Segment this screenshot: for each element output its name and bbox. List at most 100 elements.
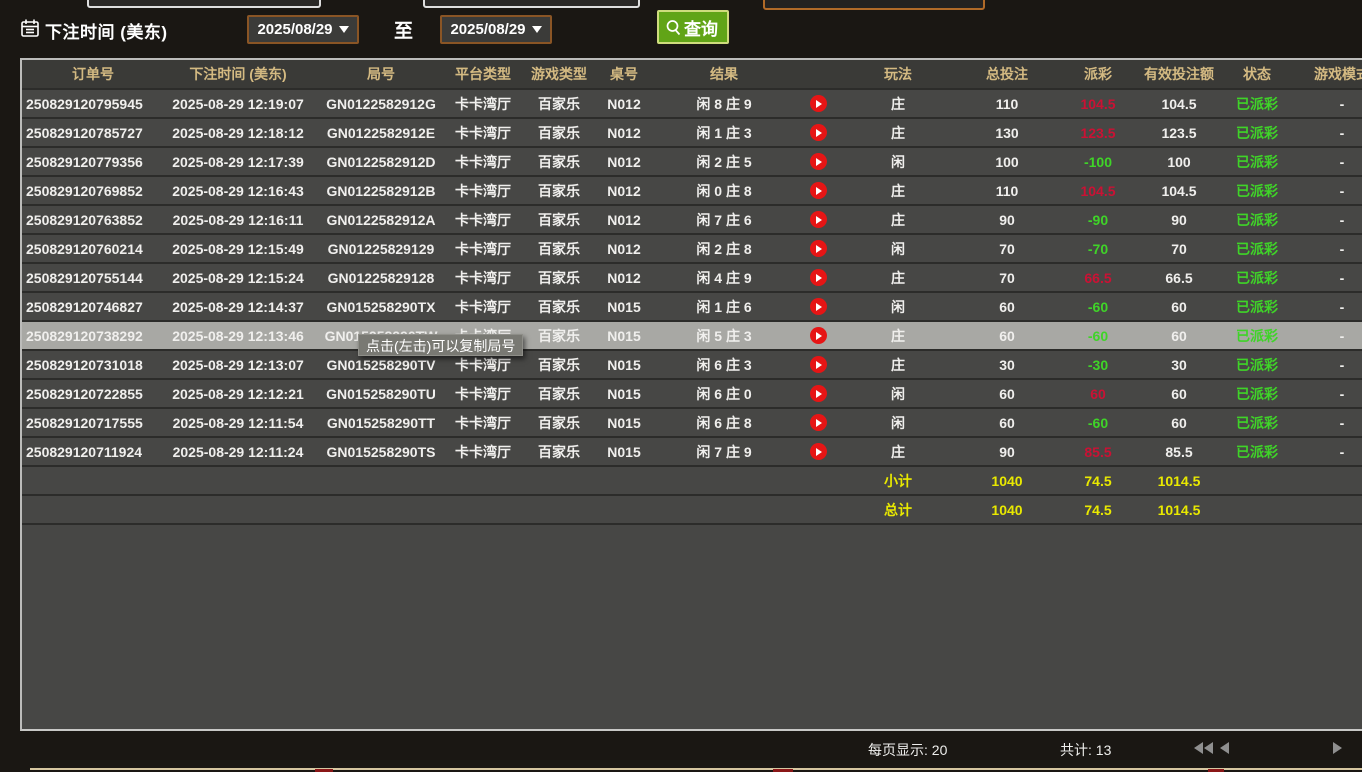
date-from-picker[interactable]: 2025/08/29 — [247, 15, 359, 44]
game-type-cell: 百家乐 — [538, 182, 580, 199]
replay-cell — [802, 206, 834, 233]
payout-cell: 104.5 — [1080, 182, 1116, 199]
cutoff-input-3[interactable] — [763, 0, 985, 10]
bet-time-cell: 2025-08-29 12:15:49 — [172, 240, 304, 257]
game-type-cell: 百家乐 — [538, 298, 580, 315]
date-to-picker[interactable]: 2025/08/29 — [440, 15, 552, 44]
table-row[interactable]: 250829120785727 2025-08-29 12:18:12 GN0122… — [22, 119, 1362, 148]
cutoff-input-1[interactable] — [87, 0, 321, 8]
table-row[interactable]: 250829120755144 2025-08-29 12:15:24 GN0122… — [22, 264, 1362, 293]
valid-bet-cell: 60 — [1171, 385, 1187, 402]
round-number-cell[interactable]: GN01225829129 — [327, 240, 435, 257]
table-row[interactable]: 250829120711924 2025-08-29 12:11:24 GN0152… — [22, 438, 1362, 467]
table-number-cell: N015 — [607, 356, 641, 373]
replay-cell — [802, 438, 834, 465]
replay-cell — [802, 90, 834, 117]
round-number-cell[interactable]: GN0122582912E — [326, 124, 436, 141]
bet-time-cell: 2025-08-29 12:13:46 — [172, 327, 304, 344]
chevron-down-icon — [531, 26, 542, 33]
search-button[interactable]: 查询 — [657, 10, 729, 44]
round-number-cell[interactable]: GN015258290TX — [326, 298, 436, 315]
table-row[interactable]: 250829120795945 2025-08-29 12:19:07 GN0122… — [22, 90, 1362, 119]
table-header-row: 订单号 下注时间 (美东) 局号 平台类型 游戏类型 桌号 结果 玩法 总投注 … — [22, 60, 1362, 90]
play-icon[interactable] — [809, 95, 827, 112]
result-cell: 闲 7 庄 6 — [696, 211, 752, 228]
valid-bet-cell: 60 — [1171, 298, 1187, 315]
game-type-cell: 百家乐 — [538, 356, 580, 373]
status-cell: 已派彩 — [1236, 124, 1278, 141]
play-icon[interactable] — [809, 153, 827, 170]
total-bet-cell: 30 — [999, 356, 1015, 373]
payout-cell: 104.5 — [1080, 95, 1116, 112]
round-number-cell[interactable]: GN0122582912B — [326, 182, 436, 199]
play-icon[interactable] — [809, 385, 827, 402]
table-number-cell: N012 — [607, 124, 641, 141]
round-number-cell[interactable]: GN0122582912G — [326, 95, 436, 112]
table-row[interactable]: 250829120769852 2025-08-29 12:16:43 GN0122… — [22, 177, 1362, 206]
play-icon[interactable] — [809, 240, 827, 257]
round-number-cell[interactable]: GN01225829128 — [327, 269, 435, 286]
orders-table: 订单号 下注时间 (美东) 局号 平台类型 游戏类型 桌号 结果 玩法 总投注 … — [20, 58, 1362, 731]
prev-page-icon[interactable] — [1220, 742, 1229, 754]
play-icon[interactable] — [809, 269, 827, 286]
result-cell: 闲 6 庄 0 — [696, 385, 752, 402]
bet-time-cell: 2025-08-29 12:15:24 — [172, 269, 304, 286]
play-icon[interactable] — [809, 327, 827, 344]
play-method-cell: 庄 — [891, 269, 905, 286]
payout-cell: 85.5 — [1084, 443, 1112, 460]
status-cell: 已派彩 — [1236, 327, 1278, 344]
table-number-cell: N012 — [607, 153, 641, 170]
round-number-cell[interactable]: GN015258290TS — [326, 443, 436, 460]
table-row[interactable]: 250829120779356 2025-08-29 12:17:39 GN0122… — [22, 148, 1362, 177]
header-payout: 派彩 — [1084, 66, 1112, 82]
game-mode-cell: - — [1339, 269, 1345, 286]
search-button-label: 查询 — [684, 19, 718, 39]
round-number-cell[interactable]: GN015258290TT — [326, 414, 436, 431]
table-number-cell: N015 — [607, 443, 641, 460]
header-total-bet: 总投注 — [986, 66, 1028, 82]
table-row[interactable]: 250829120763852 2025-08-29 12:16:11 GN0122… — [22, 206, 1362, 235]
table-row[interactable]: 250829120717555 2025-08-29 12:11:54 GN0152… — [22, 409, 1362, 438]
order-number-cell: 250829120763852 — [26, 211, 143, 228]
bet-time-cell: 2025-08-29 12:13:07 — [172, 356, 304, 373]
table-row[interactable]: 250829120731018 2025-08-29 12:13:07 GN0152… — [22, 351, 1362, 380]
table-empty-area — [22, 525, 1362, 729]
order-number-cell: 250829120779356 — [26, 153, 143, 170]
game-type-cell: 百家乐 — [538, 327, 580, 344]
round-number-cell[interactable]: GN015258290TV — [326, 356, 436, 373]
status-cell: 已派彩 — [1236, 269, 1278, 286]
grand-total-payout: 74.5 — [1084, 501, 1112, 518]
bet-time-cell: 2025-08-29 12:11:54 — [172, 414, 304, 431]
cutoff-input-2[interactable] — [423, 0, 640, 8]
round-number-cell[interactable]: GN015258290TU — [326, 385, 436, 402]
result-cell: 闲 6 庄 3 — [696, 356, 752, 373]
payout-cell: 60 — [1090, 385, 1106, 402]
grand-total-row: 总计 1040 74.5 1014.5 — [22, 496, 1362, 525]
play-icon[interactable] — [809, 298, 827, 315]
table-row[interactable]: 250829120746827 2025-08-29 12:14:37 GN0152… — [22, 293, 1362, 322]
next-page-icon[interactable] — [1333, 742, 1342, 754]
game-mode-cell: - — [1339, 182, 1345, 199]
round-number-cell[interactable]: GN0122582912D — [326, 153, 436, 170]
table-row[interactable]: 250829120760214 2025-08-29 12:15:49 GN0122… — [22, 235, 1362, 264]
play-icon[interactable] — [809, 211, 827, 228]
status-cell: 已派彩 — [1236, 95, 1278, 112]
result-cell: 闲 0 庄 8 — [696, 182, 752, 199]
first-page-icon[interactable] — [1194, 742, 1213, 754]
table-row[interactable]: 250829120722855 2025-08-29 12:12:21 GN0152… — [22, 380, 1362, 409]
bottom-cutoff-fragment — [315, 769, 333, 772]
grand-total-total-bet: 1040 — [991, 501, 1023, 518]
play-icon[interactable] — [809, 443, 827, 460]
play-icon[interactable] — [809, 414, 827, 431]
play-icon[interactable] — [809, 182, 827, 199]
play-icon[interactable] — [809, 124, 827, 141]
status-cell: 已派彩 — [1236, 298, 1278, 315]
total-bet-cell: 90 — [999, 211, 1015, 228]
play-icon[interactable] — [809, 356, 827, 373]
order-number-cell: 250829120785727 — [26, 124, 143, 141]
game-mode-cell: - — [1339, 356, 1345, 373]
bet-time-label: 下注时间 (美东) — [45, 23, 168, 42]
round-number-cell[interactable]: GN0122582912A — [326, 211, 436, 228]
bottom-divider — [30, 768, 1362, 770]
